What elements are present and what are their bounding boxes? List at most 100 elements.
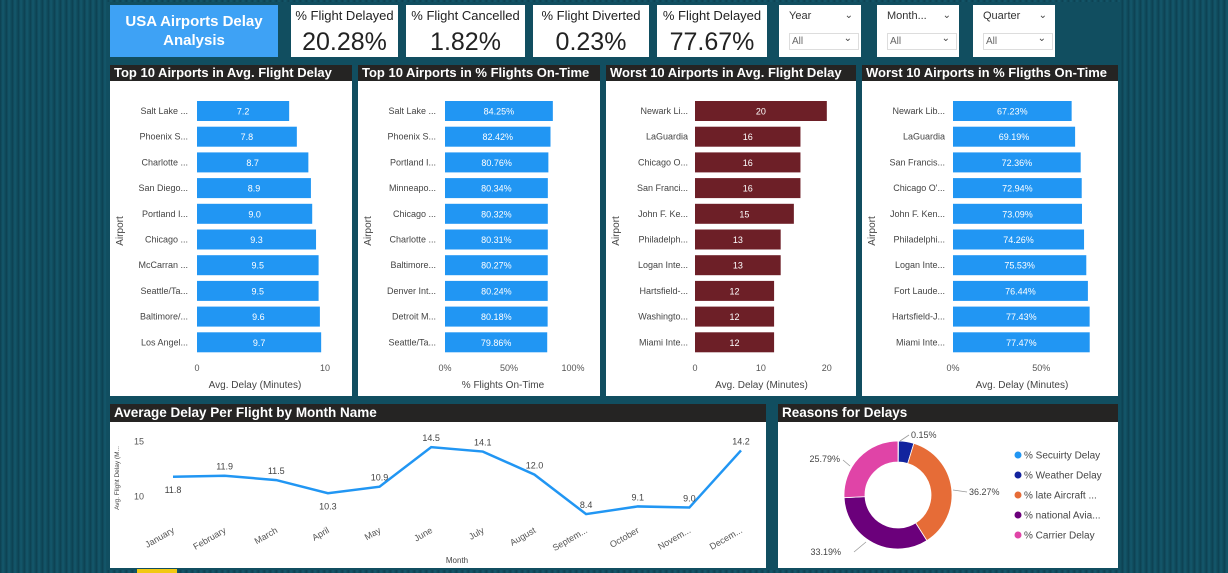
- category-label: Chicago ...: [145, 235, 188, 245]
- line-chart: 10 15 Avg. Flight Delay (M... 11.8 11.9 11.5 1…: [114, 433, 750, 565]
- slicer-dropdown[interactable]: All ⌄: [887, 33, 957, 50]
- data-label: 10.9: [371, 473, 389, 483]
- data-label: 9.0: [683, 494, 696, 504]
- data-label: 13: [733, 235, 743, 245]
- kpi-value: 20.28%: [302, 28, 387, 56]
- bar-chart: Newark Lib... 67.23% LaGuardia 69.19% San Fr…: [867, 101, 1090, 391]
- legend-label: % late Aircraft ...: [1024, 491, 1097, 502]
- report-title: USA Airports Delay Analysis: [110, 5, 278, 57]
- category-label: Seattle/Ta...: [140, 286, 188, 296]
- bar: [695, 332, 775, 353]
- chevron-down-icon: ⌄: [942, 10, 951, 21]
- legend-label: % Secuirty Delay: [1024, 451, 1100, 462]
- chart-title: Worst 10 Airports in Avg. Flight Delay: [606, 65, 856, 81]
- category-label: San Franci...: [637, 183, 688, 193]
- x-axis-title: Avg. Delay (Minutes): [976, 380, 1069, 391]
- page-tab-indicator[interactable]: [137, 569, 177, 573]
- category-label: John F. Ken...: [890, 209, 945, 219]
- data-label: 12: [730, 312, 740, 322]
- chart-monthly-delay[interactable]: Average Delay Per Flight by Month Name 1…: [110, 404, 766, 568]
- category-label: Logan Inte...: [895, 260, 945, 270]
- category-label: Washingto...: [638, 312, 688, 322]
- chart-reasons-for-delays[interactable]: Reasons for Delays 0.15% 36.27% 33.19% 25.7…: [778, 404, 1118, 568]
- chart-top-on-time[interactable]: Top 10 Airports in % Flights On-Time Sal…: [358, 65, 600, 396]
- x-tick-label: 0%: [946, 363, 959, 373]
- data-label: 80.31%: [481, 235, 512, 245]
- category-label: Logan Inte...: [638, 260, 688, 270]
- x-tick-label: Septem...: [551, 525, 589, 553]
- chart-title: Reasons for Delays: [778, 404, 1118, 422]
- x-axis-title: Avg. Delay (Minutes): [715, 380, 808, 391]
- slicer-value: All: [890, 36, 902, 47]
- bar: [695, 152, 801, 173]
- category-label: Philadelph...: [638, 235, 688, 245]
- category-label: Charlotte ...: [141, 157, 188, 167]
- donut-chart: 0.15% 36.27% 33.19% 25.79% % Secuirty Delay%…: [809, 430, 1101, 557]
- bar: [953, 229, 1085, 250]
- data-label: 14.1: [474, 438, 492, 448]
- bar-chart: Salt Lake ... 84.25% Phoenix S... 82.42% Por…: [363, 101, 585, 391]
- category-label: Phoenix S...: [387, 132, 436, 142]
- data-label: 9.5: [252, 261, 265, 271]
- slicer-label: Quarter: [983, 10, 1021, 22]
- kpi-label: % Flight Cancelled: [411, 8, 520, 23]
- leader-line: [842, 459, 851, 467]
- category-label: Portland I...: [142, 209, 188, 219]
- data-label: 12: [730, 338, 740, 348]
- slicer-dropdown[interactable]: All ⌄: [789, 33, 859, 50]
- bar: [695, 306, 775, 327]
- bar: [445, 203, 548, 224]
- x-axis-title: Month: [446, 556, 468, 565]
- slicer-quarter[interactable]: Quarter ⌄ All ⌄: [973, 5, 1055, 57]
- kpi-label: % Flight Delayed: [662, 8, 762, 23]
- category-label: Hartsfield-...: [639, 286, 688, 296]
- bar: [953, 152, 1081, 173]
- legend-marker: [1014, 531, 1022, 539]
- slicer-year[interactable]: Year ⌄ All ⌄: [779, 5, 861, 57]
- kpi-card-flight-delayed-2: % Flight Delayed 77.67%: [657, 5, 767, 57]
- data-label: 13: [733, 261, 743, 271]
- bar: [445, 101, 553, 121]
- chart-worst-avg-delay[interactable]: Worst 10 Airports in Avg. Flight Delay N…: [606, 65, 856, 396]
- x-tick-label: 50%: [500, 363, 518, 373]
- chart-top-avg-delay[interactable]: Top 10 Airports in Avg. Flight Delay Sal…: [110, 65, 352, 396]
- x-tick-label: Decem...: [708, 525, 744, 552]
- y-axis-title: Airport: [867, 216, 878, 246]
- x-tick-label: 50%: [1032, 363, 1050, 373]
- data-label: 9.6: [252, 312, 265, 322]
- legend-label: % Carrier Delay: [1024, 531, 1095, 542]
- data-label: 75.53%: [1004, 261, 1035, 271]
- category-label: Seattle/Ta...: [388, 337, 436, 347]
- category-label: Denver Int...: [387, 286, 436, 296]
- category-label: Fort Laude...: [894, 286, 945, 296]
- data-label: 9.3: [250, 235, 263, 245]
- data-label: 0.15%: [911, 430, 937, 440]
- y-axis-title: Airport: [115, 216, 126, 246]
- category-label: Miami Inte...: [896, 337, 945, 347]
- bar: [445, 152, 549, 173]
- category-label: Newark Li...: [640, 106, 688, 116]
- slicer-label: Year: [789, 10, 812, 22]
- x-tick-label: June: [412, 525, 434, 543]
- legend-marker: [1014, 471, 1022, 479]
- bar: [953, 332, 1090, 353]
- bar: [695, 203, 794, 224]
- data-label: 7.8: [241, 132, 254, 142]
- slicer-month[interactable]: Month... ⌄ All ⌄: [877, 5, 959, 57]
- x-tick-label: 0: [194, 363, 199, 373]
- data-label: 14.2: [732, 436, 750, 446]
- data-label: 16: [743, 158, 753, 168]
- leader-line: [952, 489, 968, 493]
- x-tick-label: Novem...: [656, 525, 692, 552]
- data-label: 20: [756, 107, 766, 117]
- chart-worst-on-time[interactable]: Worst 10 Airports in % Fligths On-Time N…: [862, 65, 1118, 396]
- leader-line: [899, 434, 910, 442]
- category-label: LaGuardia: [646, 132, 688, 142]
- data-label: 84.25%: [484, 107, 515, 117]
- bar: [953, 203, 1082, 224]
- category-label: Portland I...: [390, 157, 436, 167]
- data-label: 76.44%: [1005, 286, 1036, 296]
- bar: [953, 101, 1072, 121]
- data-label: 69.19%: [999, 132, 1030, 142]
- slicer-dropdown[interactable]: All ⌄: [983, 33, 1053, 50]
